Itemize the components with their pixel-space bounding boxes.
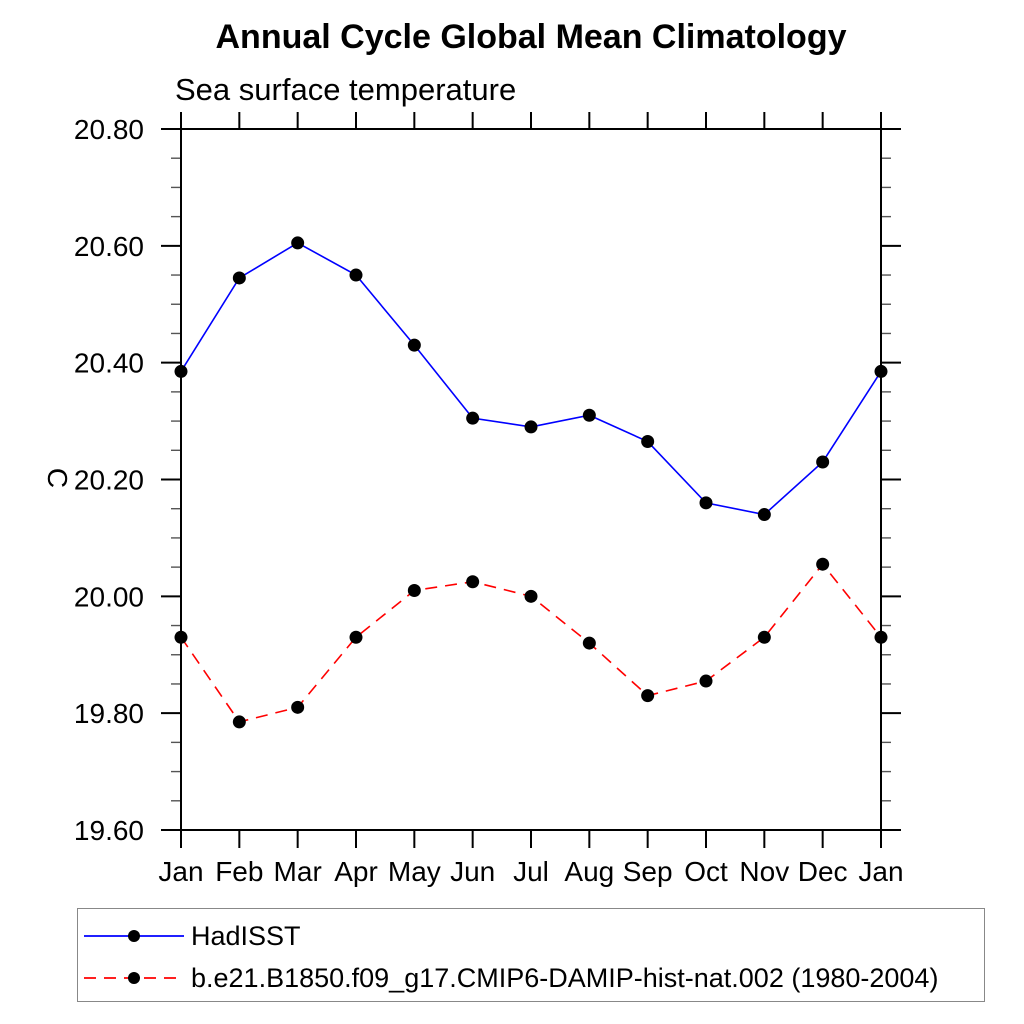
data-point — [232, 271, 246, 285]
data-point — [407, 583, 421, 597]
legend: HadISST b.e21.B1850.f09_g17.CMIP6-DAMIP-h… — [77, 908, 985, 1002]
data-point — [816, 557, 830, 571]
data-point — [466, 575, 480, 589]
legend-item: HadISST — [82, 915, 984, 957]
x-tick-label: Mar — [274, 856, 322, 887]
legend-item: b.e21.B1850.f09_g17.CMIP6-DAMIP-hist-nat… — [82, 957, 984, 999]
data-point — [524, 589, 538, 603]
y-axis-title: C — [42, 468, 73, 488]
plot-frame — [180, 128, 882, 831]
data-point — [757, 508, 771, 522]
x-tick-label: Dec — [798, 856, 848, 887]
x-tick-label: Jun — [450, 856, 495, 887]
data-point — [291, 700, 305, 714]
data-point — [699, 674, 713, 688]
series-line — [180, 562, 882, 723]
legend-label: HadISST — [191, 920, 301, 951]
x-tick-label: Apr — [334, 856, 378, 887]
data-point — [641, 435, 655, 449]
data-point — [816, 455, 830, 469]
x-tick-label: Jul — [513, 856, 549, 887]
data-point — [174, 364, 188, 378]
y-tick-label: 19.60 — [74, 815, 144, 846]
data-point — [232, 715, 246, 729]
data-point — [291, 236, 305, 250]
data-point — [349, 630, 363, 644]
x-tick-label: Feb — [215, 856, 263, 887]
data-point — [466, 411, 480, 425]
y-tick-label: 20.80 — [74, 114, 144, 145]
y-tick-label: 20.00 — [74, 581, 144, 612]
chart-title: Annual Cycle Global Mean Climatology — [215, 18, 847, 56]
x-tick-label: May — [388, 856, 441, 887]
data-point — [874, 364, 888, 378]
series-line — [180, 241, 882, 516]
data-point — [407, 338, 421, 352]
legend-marker-dot — [128, 972, 140, 984]
x-tick-label: Jan — [858, 856, 903, 887]
data-point — [349, 268, 363, 282]
x-tick-label: Oct — [684, 856, 728, 887]
legend-label: b.e21.B1850.f09_g17.CMIP6-DAMIP-hist-nat… — [191, 962, 939, 993]
data-point — [582, 408, 596, 422]
y-tick-label: 19.80 — [74, 698, 144, 729]
x-tick-label: Sep — [623, 856, 673, 887]
x-tick-label: Jan — [158, 856, 203, 887]
data-point — [757, 630, 771, 644]
chart-subtitle: Sea surface temperature — [175, 72, 517, 107]
data-point — [874, 630, 888, 644]
x-tick-label: Nov — [739, 856, 789, 887]
y-tick-label: 20.40 — [74, 348, 144, 379]
data-point — [699, 496, 713, 510]
data-point — [174, 630, 188, 644]
data-point — [524, 420, 538, 434]
y-tick-label: 20.60 — [74, 231, 144, 262]
y-tick-label: 20.20 — [74, 465, 144, 496]
x-tick-label: Aug — [564, 856, 614, 887]
legend-marker-dot — [128, 930, 140, 942]
data-point — [641, 689, 655, 703]
legend-line-sample — [84, 972, 184, 984]
legend-line-sample — [84, 930, 184, 942]
data-point — [582, 636, 596, 650]
